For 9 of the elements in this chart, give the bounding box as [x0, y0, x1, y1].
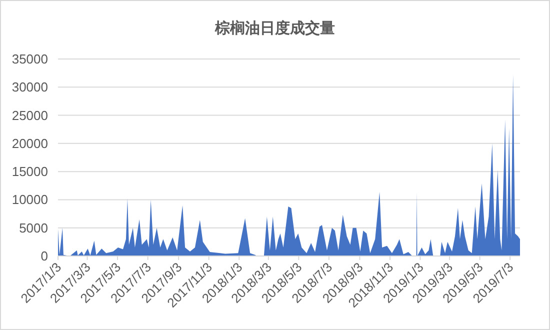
y-tick-label: 15000	[12, 164, 48, 180]
y-tick-label: 35000	[12, 52, 48, 66]
y-tick-label: 20000	[12, 136, 48, 151]
title: 棕榈油日度成交量	[215, 20, 335, 37]
y-tick-label: 25000	[12, 108, 48, 123]
y-tick-label: 0	[40, 248, 48, 264]
y-tick-label: 10000	[12, 192, 48, 208]
y-tick-label: 5000	[19, 220, 48, 236]
y-tick-label: 30000	[12, 80, 48, 95]
